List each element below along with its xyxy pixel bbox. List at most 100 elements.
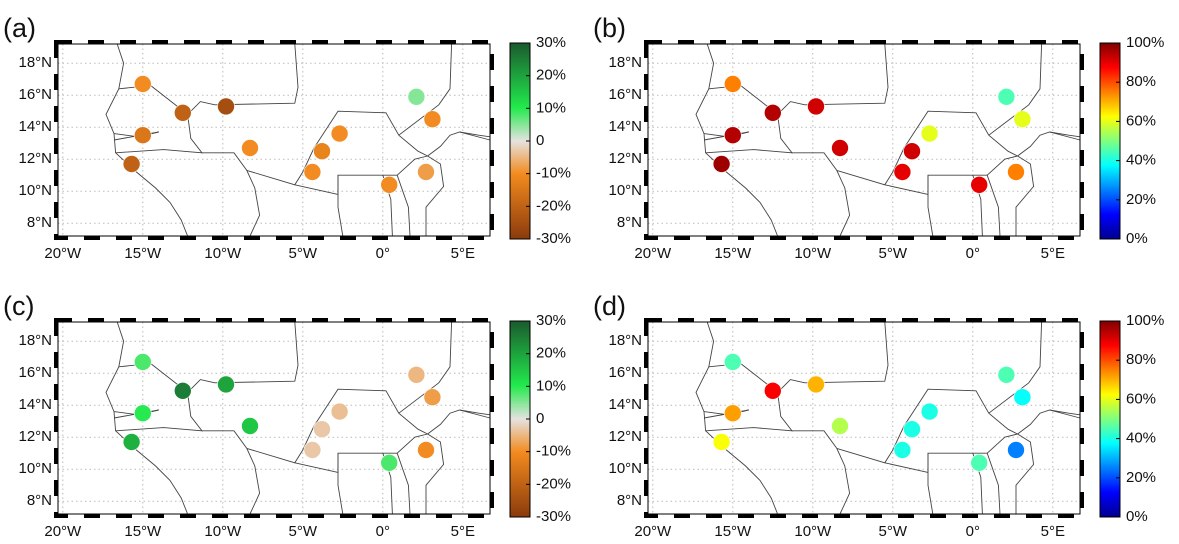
station xyxy=(174,104,192,122)
colorbar-label: 20% xyxy=(1126,191,1156,208)
station xyxy=(893,441,912,459)
y-tick-label: 10°N xyxy=(608,460,642,477)
station xyxy=(997,88,1016,106)
station xyxy=(807,375,825,394)
border xyxy=(1015,433,1035,514)
x-tick-label: 10°W xyxy=(794,523,832,540)
colorbar-label: 0 xyxy=(536,410,544,427)
border xyxy=(927,453,934,515)
station xyxy=(407,88,426,106)
station xyxy=(313,142,331,160)
border xyxy=(1049,409,1081,416)
colorbar-label: 10% xyxy=(536,99,566,116)
station xyxy=(723,75,742,93)
y-tick-label: 14°N xyxy=(18,118,52,135)
station xyxy=(903,142,921,160)
station xyxy=(134,126,152,144)
frame-dash xyxy=(54,40,494,240)
station xyxy=(303,163,322,181)
y-tick-label: 10°N xyxy=(608,182,642,199)
station xyxy=(903,420,921,439)
colorbar-label: 80% xyxy=(1126,73,1156,90)
x-tick-label: 5°E xyxy=(451,523,475,540)
map-panel: (c) 20°W 15°W 10°W 5°W 0° 5°E 8°N 10°N 12°N 14°N 16… xyxy=(3,291,571,540)
map-panel: (a) 20°W 15°W 10°W 5°W 0° 5°E 8°N 10°N 12°N 14°N 16… xyxy=(3,13,571,262)
station xyxy=(134,404,152,423)
colorbar-label: 40% xyxy=(1126,152,1156,169)
station xyxy=(1013,388,1032,407)
station xyxy=(417,163,435,181)
x-tick-label: 15°W xyxy=(714,523,752,540)
border xyxy=(187,43,299,115)
border xyxy=(246,110,428,186)
station xyxy=(122,433,141,451)
station xyxy=(217,97,235,116)
y-tick-label: 12°N xyxy=(608,428,642,445)
station xyxy=(920,124,939,143)
border xyxy=(427,409,491,435)
y-tick-label: 18°N xyxy=(608,54,642,71)
station xyxy=(712,155,731,173)
panel-label: (d) xyxy=(593,291,626,321)
colorbar xyxy=(1099,320,1121,518)
colorbar-label: 10% xyxy=(536,377,566,394)
map-panel: (b) 20°W 15°W 10°W 5°W 0° 5°E 8°N 10°N 12°N 14°N 16… xyxy=(593,13,1164,262)
y-tick-label: 14°N xyxy=(608,118,642,135)
map-background xyxy=(58,322,490,514)
border xyxy=(1049,131,1081,138)
station xyxy=(134,353,152,371)
border xyxy=(792,430,851,515)
border xyxy=(396,175,411,237)
station xyxy=(723,126,742,144)
border xyxy=(459,409,491,416)
border xyxy=(427,131,491,157)
x-tick-label: 15°W xyxy=(124,245,162,262)
border xyxy=(777,43,889,115)
station xyxy=(893,163,912,181)
station xyxy=(380,176,399,194)
border xyxy=(398,43,453,136)
y-tick-label: 14°N xyxy=(608,396,642,413)
frame-dash xyxy=(644,318,1084,518)
x-tick-label: 0° xyxy=(966,523,980,540)
colorbar-label: 20% xyxy=(536,345,566,362)
x-tick-label: 15°W xyxy=(714,245,752,262)
panel-label: (a) xyxy=(3,13,36,43)
y-tick-label: 8°N xyxy=(617,492,642,509)
colorbar xyxy=(1099,42,1121,240)
colorbar-label: 0% xyxy=(1126,230,1148,247)
station xyxy=(423,388,442,407)
station xyxy=(1007,441,1025,459)
x-tick-label: 20°W xyxy=(44,523,82,540)
x-tick-label: 20°W xyxy=(44,245,82,262)
y-tick-label: 18°N xyxy=(608,332,642,349)
station xyxy=(241,139,259,157)
station xyxy=(417,441,435,459)
colorbar-label: 100% xyxy=(1126,34,1164,51)
border xyxy=(986,175,1001,237)
y-tick-label: 14°N xyxy=(18,396,52,413)
border xyxy=(337,175,344,237)
border xyxy=(202,152,261,237)
border xyxy=(986,453,1001,515)
border xyxy=(202,430,261,515)
border xyxy=(1015,155,1035,236)
x-tick-label: 5°E xyxy=(1041,523,1065,540)
station xyxy=(122,155,141,173)
colorbar-label: 20% xyxy=(536,67,566,84)
station xyxy=(423,110,442,128)
station xyxy=(174,381,192,400)
y-tick-label: 8°N xyxy=(27,492,52,509)
y-tick-label: 16°N xyxy=(608,364,642,381)
border xyxy=(398,321,453,414)
border xyxy=(927,175,934,237)
colorbar-label: 0% xyxy=(1126,508,1148,525)
colorbar-label: -30% xyxy=(536,230,571,247)
border xyxy=(459,131,491,138)
station xyxy=(997,365,1016,384)
colorbar-label: -10% xyxy=(536,443,571,460)
border xyxy=(425,433,445,514)
station xyxy=(313,420,331,439)
station xyxy=(330,124,349,143)
colorbar-label: 30% xyxy=(536,34,566,51)
